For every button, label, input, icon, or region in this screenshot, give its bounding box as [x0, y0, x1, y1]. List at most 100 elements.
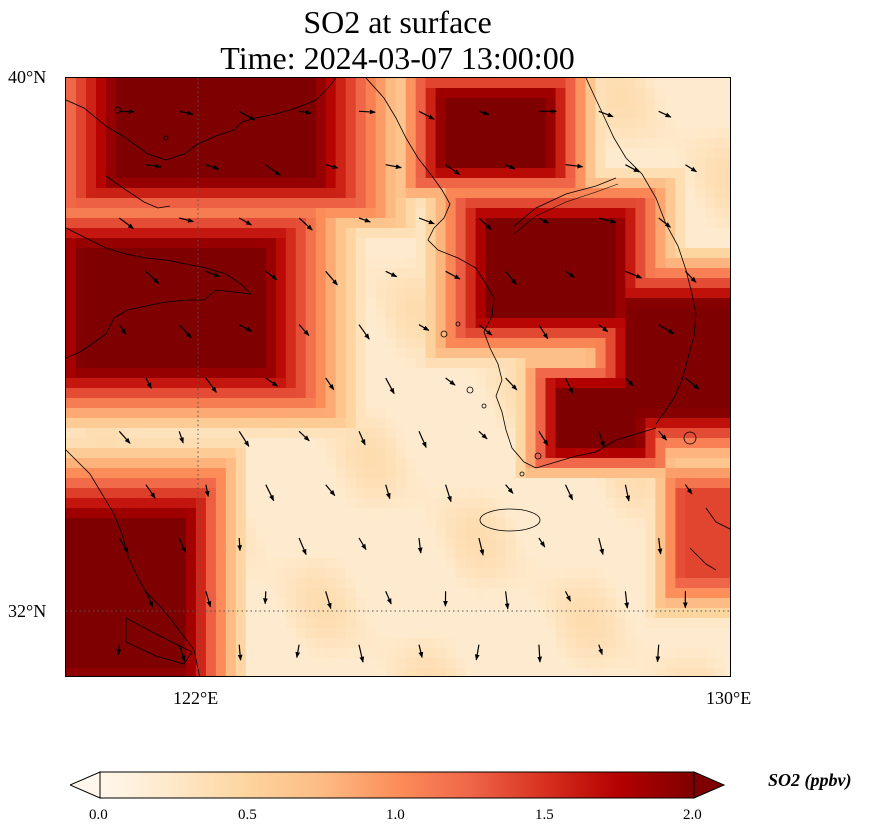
so2-cell	[215, 358, 227, 369]
so2-cell	[205, 388, 217, 399]
so2-cell	[395, 108, 407, 119]
so2-cell	[76, 348, 87, 359]
so2-cell	[425, 458, 437, 469]
so2-cell	[655, 288, 666, 299]
so2-cell	[365, 198, 377, 209]
so2-cell	[125, 158, 137, 169]
so2-cell	[425, 628, 437, 639]
so2-cell	[255, 638, 267, 649]
so2-cell	[525, 598, 537, 609]
so2-cell	[355, 508, 367, 519]
so2-cell	[275, 238, 287, 249]
so2-cell	[116, 298, 127, 309]
so2-cell	[525, 638, 537, 649]
so2-cell	[215, 108, 227, 119]
so2-cell	[705, 118, 716, 129]
so2-cell	[265, 258, 277, 269]
so2-cell	[335, 408, 347, 419]
so2-cell	[215, 548, 227, 559]
so2-cell	[145, 318, 157, 329]
so2-cell	[605, 238, 617, 249]
so2-cell	[705, 148, 716, 159]
so2-cell	[505, 188, 517, 199]
so2-cell	[615, 198, 627, 209]
so2-cell	[116, 338, 127, 349]
so2-cell	[96, 268, 107, 279]
so2-cell	[106, 358, 117, 369]
so2-cell	[385, 398, 397, 409]
so2-cell	[675, 638, 686, 649]
so2-cell	[455, 218, 467, 229]
so2-cell	[505, 468, 517, 479]
so2-cell	[285, 228, 297, 239]
so2-cell	[435, 268, 447, 279]
so2-cell	[395, 468, 407, 479]
so2-cell	[465, 228, 477, 239]
so2-cell	[415, 98, 427, 109]
so2-cell	[605, 648, 617, 659]
so2-cell	[505, 568, 517, 579]
so2-cell	[395, 368, 407, 379]
so2-cell	[685, 148, 696, 159]
so2-cell	[185, 548, 197, 559]
so2-cell	[425, 408, 437, 419]
so2-cell	[625, 518, 636, 529]
so2-cell	[345, 88, 357, 99]
so2-cell	[305, 578, 317, 589]
so2-cell	[695, 558, 706, 569]
so2-cell	[405, 338, 417, 349]
so2-cell	[495, 338, 507, 349]
so2-cell	[325, 248, 337, 259]
so2-cell	[295, 398, 307, 409]
so2-cell	[695, 648, 706, 659]
so2-cell	[385, 608, 397, 619]
so2-cell	[675, 148, 686, 159]
so2-cell	[725, 78, 730, 89]
so2-cell	[545, 198, 557, 209]
so2-cell	[86, 388, 97, 399]
so2-cell	[175, 198, 187, 209]
so2-cell	[245, 298, 257, 309]
so2-cell	[605, 638, 617, 649]
so2-cell	[585, 468, 597, 479]
so2-cell	[116, 118, 127, 129]
so2-cell	[285, 108, 297, 119]
so2-cell	[125, 138, 137, 149]
so2-cell	[455, 178, 467, 189]
so2-cell	[185, 408, 197, 419]
so2-cell	[655, 118, 666, 129]
so2-cell	[415, 548, 427, 559]
so2-cell	[76, 648, 87, 659]
so2-cell	[415, 598, 427, 609]
so2-cell	[545, 448, 557, 459]
so2-cell	[605, 388, 617, 399]
so2-cell	[365, 488, 377, 499]
so2-cell	[665, 428, 676, 439]
so2-cell	[255, 558, 267, 569]
so2-cell	[195, 388, 207, 399]
so2-cell	[145, 328, 157, 339]
so2-cell	[345, 128, 357, 139]
so2-cell	[605, 188, 617, 199]
so2-cell	[365, 398, 377, 409]
so2-cell	[145, 308, 157, 319]
so2-cell	[605, 598, 617, 609]
so2-cell	[215, 398, 227, 409]
so2-cell	[555, 558, 567, 569]
so2-cell	[145, 518, 157, 529]
so2-cell	[645, 128, 656, 139]
so2-cell	[285, 518, 297, 529]
so2-cell	[365, 448, 377, 459]
so2-cell	[555, 398, 567, 409]
so2-cell	[615, 368, 627, 379]
so2-cell	[425, 528, 437, 539]
so2-cell	[495, 598, 507, 609]
so2-cell	[455, 578, 467, 589]
so2-cell	[345, 488, 357, 499]
so2-cell	[395, 278, 407, 289]
so2-cell	[315, 188, 327, 199]
so2-cell	[505, 218, 517, 229]
so2-cell	[125, 668, 137, 676]
so2-cell	[485, 258, 497, 269]
so2-cell	[535, 378, 547, 389]
